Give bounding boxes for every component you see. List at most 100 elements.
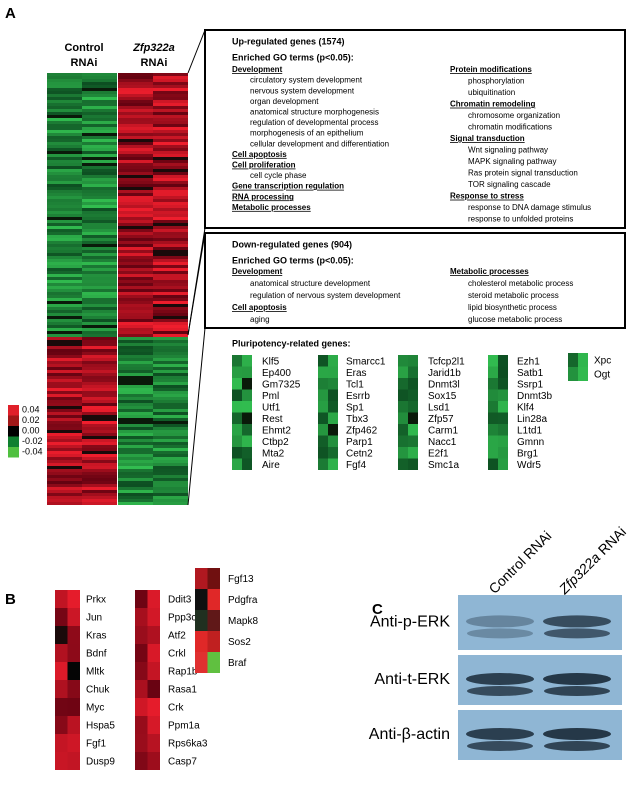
heatmap-cell <box>47 223 82 226</box>
heatmap-cell <box>118 244 153 247</box>
heatmap-cell <box>153 142 188 145</box>
heatmap-cell <box>118 91 153 94</box>
gene-cell <box>408 458 418 470</box>
heatmap-cell <box>47 385 82 388</box>
gene-cell <box>488 412 498 424</box>
heatmap-cell <box>118 286 153 289</box>
gene-cell <box>328 424 338 436</box>
go-term: TOR signaling cascade <box>468 180 551 189</box>
gene-cell <box>398 366 408 378</box>
gene-name: Zfp57 <box>428 414 454 425</box>
heatmap-cell <box>118 397 153 400</box>
gene-cell <box>498 401 508 413</box>
heatmap-cell <box>153 442 188 445</box>
heatmap-cell <box>47 97 82 100</box>
heatmap-cell <box>82 190 117 193</box>
heatmap-cell <box>118 103 153 106</box>
gene-name: Chuk <box>86 685 110 696</box>
heatmap-cell <box>82 298 117 301</box>
heatmap-cell <box>118 262 153 265</box>
gene-cell <box>242 447 252 459</box>
heatmap-cell <box>47 283 82 286</box>
heatmap-cell <box>47 256 82 259</box>
go-heading: Metabolic processes <box>232 203 311 212</box>
heatmap-cell <box>153 487 188 490</box>
heatmap-cell <box>118 421 153 424</box>
heatmap-cell <box>47 484 82 487</box>
heatmap-cell <box>118 355 153 358</box>
heatmap-cell <box>153 280 188 283</box>
heatmap-cell <box>153 181 188 184</box>
heatmap-cell <box>118 340 153 343</box>
heatmap-cell <box>153 271 188 274</box>
heatmap-cell <box>82 163 117 166</box>
heatmap-cell <box>47 211 82 214</box>
gene-name: Ep400 <box>262 368 291 379</box>
heatmap-cell <box>47 232 82 235</box>
heatmap-cell <box>153 388 188 391</box>
heatmap-cell <box>47 481 82 484</box>
heatmap-cell <box>82 343 117 346</box>
heatmap-cell <box>82 193 117 196</box>
heatmap-cell <box>82 172 117 175</box>
heatmap-cell <box>118 406 153 409</box>
heatmap-cell <box>153 97 188 100</box>
go-term: MAPK signaling pathway <box>468 157 557 166</box>
heatmap-cell <box>118 82 153 85</box>
heatmap-cell <box>47 364 82 367</box>
heatmap-cell <box>153 88 188 91</box>
gene-name: Rap1b <box>168 667 198 678</box>
heatmap-cell <box>153 286 188 289</box>
heatmap-cell <box>82 340 117 343</box>
gene-cell <box>67 662 80 680</box>
heatmap-cell <box>118 253 153 256</box>
heatmap-cell <box>47 328 82 331</box>
heatmap-cell <box>153 352 188 355</box>
heatmap-cell <box>47 424 82 427</box>
heatmap-cell <box>82 220 117 223</box>
heatmap-cell <box>153 241 188 244</box>
heatmap-cell <box>82 85 117 88</box>
heatmap-cell <box>118 454 153 457</box>
heatmap-cell <box>47 82 82 85</box>
heatmap-cell <box>118 106 153 109</box>
heatmap-cell <box>47 346 82 349</box>
heatmap-cell <box>118 289 153 292</box>
heatmap-cell <box>153 430 188 433</box>
heatmap-cell <box>153 127 188 130</box>
heatmap-cell <box>153 226 188 229</box>
heatmap-cell <box>82 175 117 178</box>
heatmap-cell <box>153 307 188 310</box>
heatmap-cell <box>47 445 82 448</box>
heatmap-cell <box>118 172 153 175</box>
heatmap-cell <box>82 370 117 373</box>
heatmap-cell <box>82 250 117 253</box>
heatmap-cell <box>47 370 82 373</box>
heatmap-cell <box>153 163 188 166</box>
heatmap-cell <box>118 133 153 136</box>
heatmap-cell <box>47 469 82 472</box>
heatmap-cell <box>82 439 117 442</box>
gene-cell <box>55 626 68 644</box>
heatmap-cell <box>82 247 117 250</box>
colorbar-cell <box>8 436 19 447</box>
heatmap-cell <box>47 403 82 406</box>
heatmap-cell <box>153 151 188 154</box>
go-title: Enriched GO terms (p<0.05): <box>232 255 354 265</box>
heatmap-cell <box>118 331 153 334</box>
gene-name: Ppm1a <box>168 721 200 732</box>
gene-cell <box>55 662 68 680</box>
heatmap-cell <box>118 361 153 364</box>
heatmap-cell <box>153 205 188 208</box>
heatmap-cell <box>47 100 82 103</box>
box-title: Up-regulated genes (1574) <box>232 36 345 46</box>
heatmap-cell <box>82 100 117 103</box>
heatmap-cell <box>47 151 82 154</box>
heatmap-cell <box>153 355 188 358</box>
heatmap-cell <box>153 217 188 220</box>
heatmap-cell <box>118 382 153 385</box>
gene-cell <box>488 378 498 390</box>
heatmap-cell <box>153 175 188 178</box>
heatmap-cell <box>47 88 82 91</box>
heatmap-cell <box>153 406 188 409</box>
